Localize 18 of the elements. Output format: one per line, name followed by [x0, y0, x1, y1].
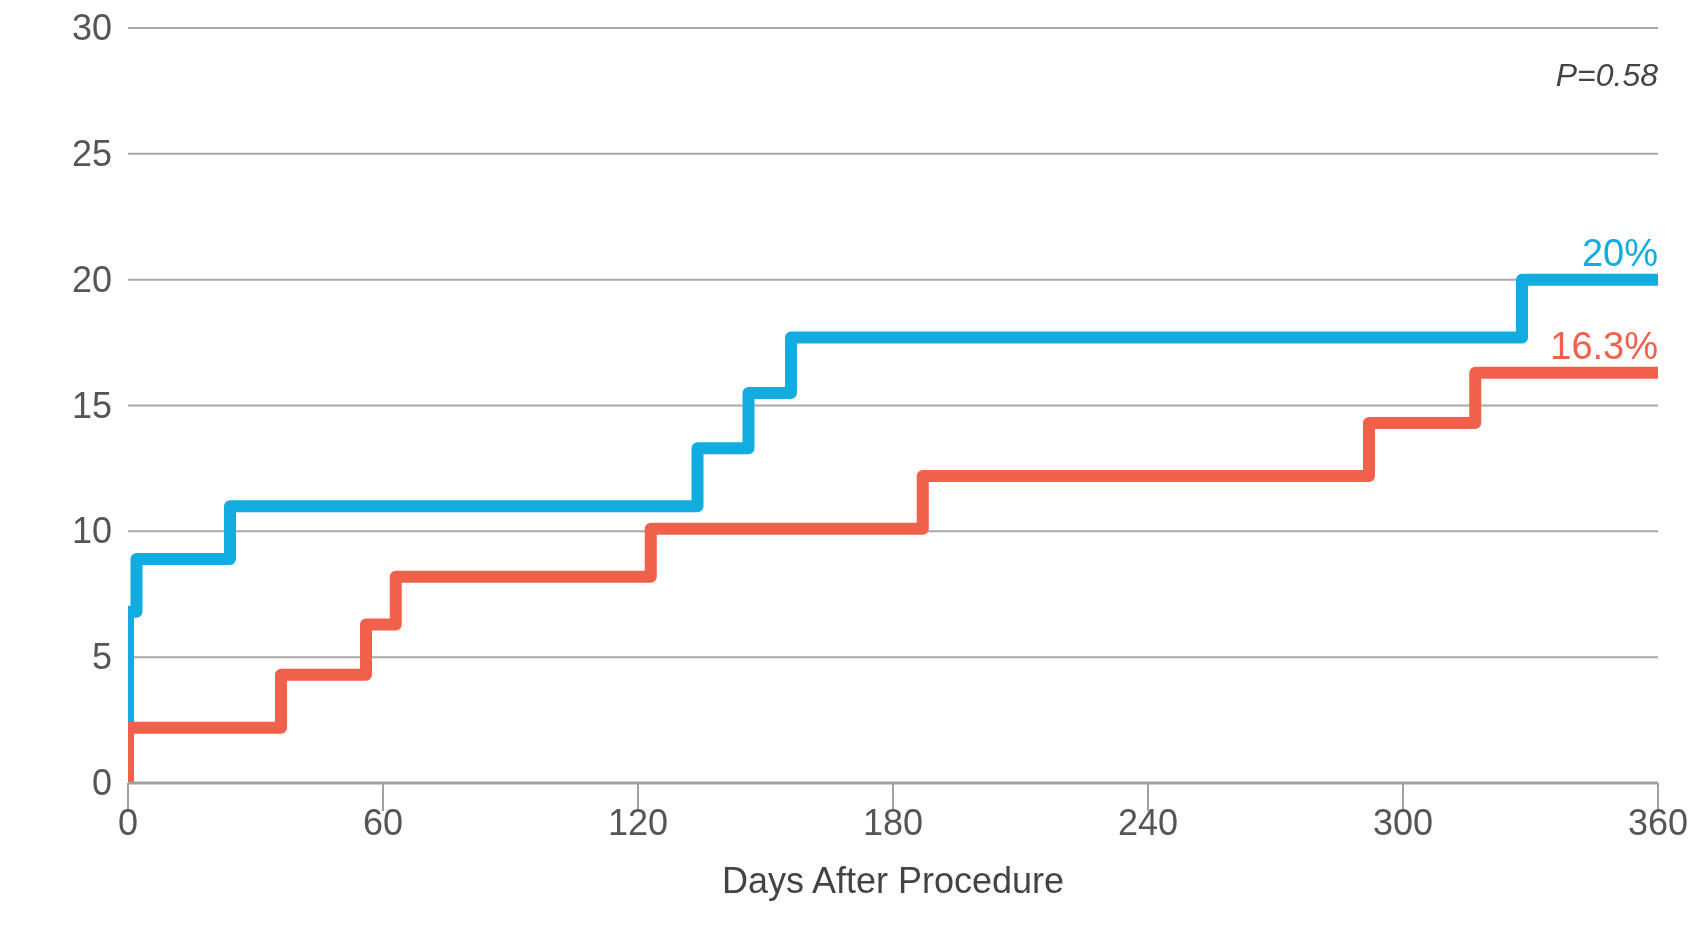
y-tick-label: 10 [71, 510, 112, 552]
y-tick-label: 0 [91, 762, 112, 803]
y-tick-label: 25 [71, 132, 112, 174]
y-tick-label: 20 [71, 258, 112, 300]
y-tick-label: 15 [71, 384, 112, 426]
x-tick-label: 300 [1372, 802, 1434, 843]
y-tick-label: 5 [91, 636, 112, 678]
annotation: 16.3% [1550, 324, 1658, 367]
annotation: P=0.58 [1555, 57, 1659, 93]
y-tick-label: 30 [71, 7, 112, 48]
annotation: 20% [1581, 231, 1658, 274]
x-tick-label: 180 [862, 802, 924, 843]
x-tick-label: 360 [1627, 802, 1689, 843]
x-tick-label: 0 [117, 802, 139, 843]
x-tick-label: 120 [607, 802, 669, 843]
x-tick-label: 240 [1117, 802, 1179, 843]
x-axis-title: Days After Procedure [721, 860, 1065, 901]
x-tick-label: 60 [362, 802, 404, 843]
